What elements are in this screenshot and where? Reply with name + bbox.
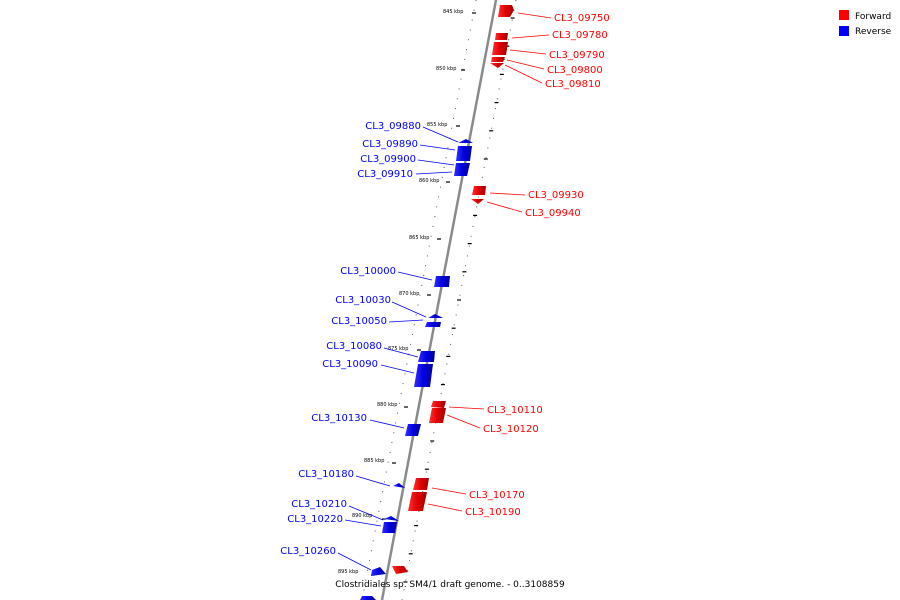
kbp-label: 855 kbp bbox=[427, 122, 447, 128]
kbp-label: 850 kbp bbox=[436, 66, 456, 72]
gene-label-reverse[interactable]: CL3_10220 bbox=[287, 514, 343, 525]
gene-label-forward[interactable]: CL3_09810 bbox=[545, 79, 601, 90]
gene-label-reverse[interactable]: CL3_10210 bbox=[291, 499, 347, 510]
kbp-label: 865 kbp bbox=[409, 235, 429, 241]
gene-arrow-reverse[interactable] bbox=[425, 322, 441, 327]
gene-label-forward[interactable]: CL3_09750 bbox=[554, 13, 610, 24]
gene-arrow-reverse[interactable] bbox=[405, 424, 421, 436]
reverse-callouts bbox=[337, 126, 459, 571]
kbp-scale: 845 kbp 850 kbp 855 kbp 860 kbp 865 kbp … bbox=[338, 9, 476, 576]
legend-swatch-reverse bbox=[839, 26, 849, 36]
gene-arrow-forward[interactable] bbox=[408, 492, 427, 511]
gene-label-forward[interactable]: CL3_10190 bbox=[465, 507, 521, 518]
legend: Forward Reverse bbox=[839, 10, 892, 37]
kbp-label: 880 kbp bbox=[377, 402, 397, 408]
gene-arrow-forward[interactable] bbox=[429, 408, 446, 423]
gene-arrow-reverse[interactable] bbox=[454, 163, 470, 176]
gene-label-forward[interactable]: CL3_09800 bbox=[547, 65, 603, 76]
kbp-label: 870 kbp bbox=[399, 291, 419, 297]
gene-label-forward[interactable]: CL3_10120 bbox=[483, 424, 539, 435]
gene-arrow-reverse[interactable] bbox=[418, 351, 435, 362]
scale-tick-marks bbox=[403, 17, 515, 583]
gene-arrow-reverse[interactable] bbox=[434, 276, 450, 287]
gene-label-forward[interactable]: CL3_09780 bbox=[552, 30, 608, 41]
gene-label-reverse[interactable]: CL3_10260 bbox=[280, 546, 336, 557]
gene-arrow-forward[interactable] bbox=[490, 63, 504, 68]
kbp-label: 895 kbp bbox=[338, 569, 358, 575]
gene-arrow-reverse[interactable] bbox=[456, 146, 472, 161]
forward-callouts bbox=[427, 12, 552, 512]
gene-label-reverse[interactable]: CL3_10000 bbox=[340, 266, 396, 277]
gene-arrow-forward[interactable] bbox=[492, 42, 508, 55]
kbp-label: 875 kbp bbox=[388, 346, 408, 352]
gene-arrow-reverse[interactable] bbox=[428, 314, 443, 318]
gene-arrow-reverse[interactable] bbox=[371, 567, 386, 576]
gene-arrow-reverse[interactable] bbox=[393, 483, 405, 488]
gene-arrow-reverse[interactable] bbox=[360, 596, 376, 600]
gene-label-forward[interactable]: CL3_10110 bbox=[487, 405, 543, 416]
kbp-label: 860 kbp bbox=[419, 178, 439, 184]
gene-label-reverse[interactable]: CL3_09910 bbox=[357, 169, 413, 180]
gene-label-reverse[interactable]: CL3_10080 bbox=[326, 341, 382, 352]
gene-label-reverse[interactable]: CL3_10090 bbox=[322, 359, 378, 370]
gene-label-forward[interactable]: CL3_10170 bbox=[469, 490, 525, 501]
gene-arrow-forward[interactable] bbox=[431, 401, 446, 408]
gene-label-reverse[interactable]: CL3_09880 bbox=[365, 121, 421, 132]
legend-label-forward: Forward bbox=[855, 12, 891, 22]
gene-label-reverse[interactable]: CL3_10050 bbox=[331, 316, 387, 327]
gene-arrow-forward[interactable] bbox=[495, 33, 508, 40]
gene-arrow-forward[interactable] bbox=[498, 5, 514, 17]
legend-swatch-forward bbox=[839, 10, 849, 20]
gene-arrow-forward[interactable] bbox=[472, 186, 486, 195]
reverse-genes bbox=[360, 139, 473, 600]
gene-arrow-forward[interactable] bbox=[413, 478, 429, 490]
reverse-gene-labels: CL3_09880 CL3_09890 CL3_09900 CL3_09910 … bbox=[280, 121, 421, 557]
gene-arrow-reverse[interactable] bbox=[414, 364, 433, 387]
gene-label-reverse[interactable]: CL3_10030 bbox=[335, 295, 391, 306]
gene-label-reverse[interactable]: CL3_10130 bbox=[311, 413, 367, 424]
gene-arrow-reverse[interactable] bbox=[382, 522, 397, 533]
forward-gene-labels: CL3_09750 CL3_09780 CL3_09790 CL3_09800 … bbox=[465, 13, 610, 518]
gene-label-reverse[interactable]: CL3_10180 bbox=[298, 469, 354, 480]
gene-label-forward[interactable]: CL3_09790 bbox=[549, 50, 605, 61]
forward-genes bbox=[392, 5, 514, 574]
gene-arrow-reverse[interactable] bbox=[458, 139, 473, 143]
kbp-label: 845 kbp bbox=[443, 9, 463, 15]
gene-label-reverse[interactable]: CL3_09900 bbox=[360, 154, 416, 165]
kbp-label: 885 kbp bbox=[364, 458, 384, 464]
genome-backbone bbox=[380, 0, 498, 600]
gene-arrow-forward[interactable] bbox=[471, 199, 484, 204]
gene-label-forward[interactable]: CL3_09940 bbox=[525, 208, 581, 219]
gene-label-forward[interactable]: CL3_09930 bbox=[528, 190, 584, 201]
kbp-label: 890 kbp bbox=[352, 513, 372, 519]
gene-arrow-reverse[interactable] bbox=[384, 516, 399, 521]
genome-caption: Clostridiales sp. SM4/1 draft genome. - … bbox=[335, 580, 565, 590]
gene-arrow-forward[interactable] bbox=[392, 566, 408, 574]
gene-arrow-forward[interactable] bbox=[491, 57, 505, 62]
legend-label-reverse: Reverse bbox=[855, 27, 892, 37]
gene-label-reverse[interactable]: CL3_09890 bbox=[362, 139, 418, 150]
